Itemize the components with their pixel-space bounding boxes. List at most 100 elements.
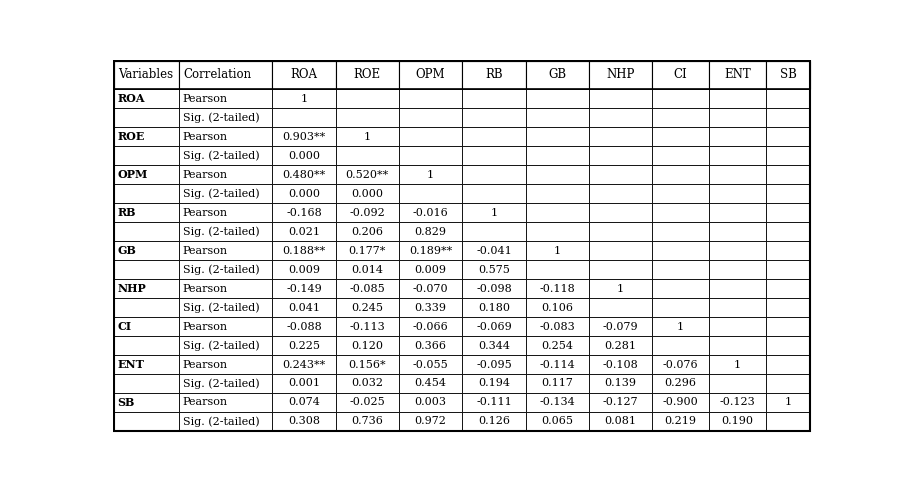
Bar <box>115 412 179 431</box>
Text: 0.245: 0.245 <box>352 303 383 313</box>
Bar <box>526 241 589 260</box>
Bar <box>179 336 272 355</box>
Bar <box>652 203 709 222</box>
Bar <box>399 298 463 317</box>
Text: 1: 1 <box>617 283 624 294</box>
Text: -0.900: -0.900 <box>663 397 698 407</box>
Bar <box>336 89 399 108</box>
Text: 0.366: 0.366 <box>415 341 446 351</box>
Bar <box>115 374 179 393</box>
Bar <box>589 108 652 127</box>
Text: 0.000: 0.000 <box>288 151 320 161</box>
Bar <box>272 241 336 260</box>
Text: -0.123: -0.123 <box>720 397 756 407</box>
Text: 0.117: 0.117 <box>541 378 573 388</box>
Bar <box>115 355 179 374</box>
Text: 0.281: 0.281 <box>604 341 637 351</box>
Bar <box>336 127 399 146</box>
Bar <box>709 241 766 260</box>
Bar <box>115 127 179 146</box>
Text: 0.190: 0.190 <box>722 416 753 426</box>
Bar <box>399 317 463 336</box>
Text: Pearson: Pearson <box>182 360 227 370</box>
Bar <box>179 146 272 165</box>
Bar <box>399 222 463 241</box>
Bar <box>526 146 589 165</box>
Bar <box>652 146 709 165</box>
Bar <box>709 108 766 127</box>
Text: -0.041: -0.041 <box>476 246 511 255</box>
Bar <box>336 203 399 222</box>
Bar <box>336 184 399 203</box>
Bar <box>272 203 336 222</box>
Text: 1: 1 <box>554 246 561 255</box>
Bar <box>399 61 463 89</box>
Bar <box>463 222 526 241</box>
Bar <box>463 241 526 260</box>
Bar <box>709 203 766 222</box>
Text: 1: 1 <box>364 132 371 142</box>
Bar <box>115 393 179 412</box>
Text: 0.194: 0.194 <box>478 378 510 388</box>
Text: -0.113: -0.113 <box>349 322 385 332</box>
Bar <box>463 108 526 127</box>
Text: Pearson: Pearson <box>182 322 227 332</box>
Bar <box>272 222 336 241</box>
Bar <box>272 317 336 336</box>
Bar <box>115 222 179 241</box>
Text: 0.177*: 0.177* <box>349 246 386 255</box>
Text: -0.108: -0.108 <box>603 360 639 370</box>
Bar <box>589 203 652 222</box>
Text: 0.001: 0.001 <box>288 378 320 388</box>
Text: ROA: ROA <box>117 93 145 104</box>
Bar <box>709 184 766 203</box>
Bar <box>399 374 463 393</box>
Bar <box>766 61 810 89</box>
Text: -0.085: -0.085 <box>349 283 385 294</box>
Text: -0.083: -0.083 <box>539 322 575 332</box>
Text: 0.575: 0.575 <box>478 264 510 274</box>
Bar <box>272 89 336 108</box>
Bar <box>766 203 810 222</box>
Bar <box>526 203 589 222</box>
Text: 0.339: 0.339 <box>415 303 446 313</box>
Bar <box>272 355 336 374</box>
Text: 0.308: 0.308 <box>288 416 320 426</box>
Bar <box>336 260 399 279</box>
Bar <box>272 61 336 89</box>
Bar <box>766 298 810 317</box>
Bar <box>766 108 810 127</box>
Bar <box>526 108 589 127</box>
Bar <box>399 146 463 165</box>
Text: Variables: Variables <box>118 68 173 81</box>
Bar <box>179 108 272 127</box>
Text: 0.139: 0.139 <box>604 378 637 388</box>
Bar <box>709 222 766 241</box>
Bar <box>272 298 336 317</box>
Bar <box>463 260 526 279</box>
Bar <box>652 374 709 393</box>
Bar <box>463 203 526 222</box>
Text: Pearson: Pearson <box>182 132 227 142</box>
Bar <box>589 184 652 203</box>
Bar <box>463 412 526 431</box>
Bar <box>652 241 709 260</box>
Bar <box>272 279 336 298</box>
Text: -0.076: -0.076 <box>663 360 698 370</box>
Bar <box>336 374 399 393</box>
Bar <box>526 89 589 108</box>
Text: Sig. (2-tailed): Sig. (2-tailed) <box>182 150 259 161</box>
Bar <box>709 146 766 165</box>
Text: Sig. (2-tailed): Sig. (2-tailed) <box>182 416 259 427</box>
Text: 0.296: 0.296 <box>665 378 696 388</box>
Text: 0.254: 0.254 <box>541 341 573 351</box>
Bar <box>179 279 272 298</box>
Text: -0.134: -0.134 <box>539 397 575 407</box>
Bar <box>589 165 652 184</box>
Text: 0.206: 0.206 <box>352 227 383 237</box>
Text: 0.041: 0.041 <box>288 303 320 313</box>
Bar <box>179 298 272 317</box>
Bar <box>709 412 766 431</box>
Bar <box>115 61 179 89</box>
Bar <box>526 336 589 355</box>
